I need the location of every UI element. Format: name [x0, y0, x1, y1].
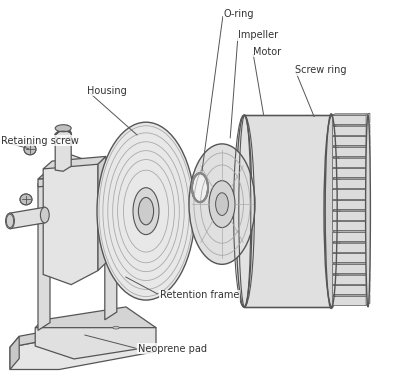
Ellipse shape	[113, 326, 119, 329]
Polygon shape	[332, 296, 366, 305]
Polygon shape	[366, 145, 370, 156]
Polygon shape	[332, 126, 366, 135]
Polygon shape	[332, 264, 366, 273]
Polygon shape	[332, 220, 370, 221]
Polygon shape	[366, 177, 370, 188]
Polygon shape	[332, 232, 366, 241]
Text: Housing: Housing	[87, 86, 127, 96]
Polygon shape	[366, 188, 370, 199]
Polygon shape	[332, 190, 366, 199]
Ellipse shape	[66, 343, 74, 346]
Polygon shape	[105, 173, 117, 320]
Polygon shape	[332, 273, 370, 274]
Polygon shape	[366, 156, 370, 167]
Polygon shape	[10, 207, 45, 229]
Polygon shape	[332, 262, 370, 264]
Polygon shape	[332, 274, 366, 284]
Polygon shape	[366, 209, 370, 220]
Ellipse shape	[216, 193, 228, 215]
Polygon shape	[35, 315, 156, 359]
Polygon shape	[332, 294, 370, 296]
Polygon shape	[332, 135, 370, 136]
Ellipse shape	[133, 188, 159, 235]
Polygon shape	[98, 156, 106, 271]
Ellipse shape	[366, 115, 370, 307]
Polygon shape	[10, 329, 154, 369]
Polygon shape	[332, 167, 370, 168]
Polygon shape	[244, 115, 332, 307]
Polygon shape	[366, 199, 370, 209]
Text: Retention frame: Retention frame	[160, 290, 239, 300]
Polygon shape	[366, 124, 370, 135]
Polygon shape	[332, 285, 366, 294]
Ellipse shape	[6, 213, 14, 229]
Polygon shape	[332, 113, 370, 115]
Ellipse shape	[24, 144, 36, 155]
Ellipse shape	[40, 207, 49, 223]
Polygon shape	[366, 284, 370, 294]
Polygon shape	[366, 273, 370, 284]
Polygon shape	[332, 158, 366, 167]
Polygon shape	[332, 124, 370, 126]
Polygon shape	[38, 171, 117, 187]
Ellipse shape	[97, 122, 195, 300]
Polygon shape	[332, 221, 366, 230]
Text: Neoprene pad: Neoprene pad	[138, 344, 207, 354]
Polygon shape	[38, 171, 58, 184]
Polygon shape	[332, 115, 366, 124]
Polygon shape	[332, 177, 370, 179]
Polygon shape	[366, 241, 370, 252]
Polygon shape	[332, 284, 370, 285]
Polygon shape	[35, 307, 156, 328]
Ellipse shape	[120, 335, 128, 339]
Polygon shape	[332, 241, 370, 243]
Polygon shape	[332, 209, 370, 211]
Ellipse shape	[55, 125, 71, 132]
Polygon shape	[332, 179, 366, 188]
Polygon shape	[366, 252, 370, 262]
Ellipse shape	[68, 179, 74, 182]
Polygon shape	[332, 252, 370, 253]
Polygon shape	[10, 318, 154, 347]
Polygon shape	[43, 156, 106, 169]
Polygon shape	[332, 168, 366, 177]
Ellipse shape	[209, 181, 235, 228]
Ellipse shape	[324, 115, 340, 307]
Polygon shape	[366, 294, 370, 305]
Polygon shape	[332, 243, 366, 252]
Polygon shape	[55, 128, 71, 171]
Polygon shape	[55, 125, 71, 135]
Polygon shape	[332, 199, 370, 200]
Polygon shape	[10, 336, 19, 369]
Polygon shape	[366, 167, 370, 177]
Text: Motor: Motor	[253, 47, 281, 57]
Text: Screw ring: Screw ring	[295, 65, 347, 75]
Polygon shape	[332, 147, 366, 156]
Polygon shape	[366, 135, 370, 145]
Polygon shape	[332, 156, 370, 158]
Polygon shape	[366, 113, 370, 124]
Polygon shape	[332, 231, 370, 232]
Ellipse shape	[20, 194, 32, 205]
Text: O-ring: O-ring	[223, 9, 254, 19]
Polygon shape	[366, 262, 370, 273]
Polygon shape	[38, 165, 125, 179]
Polygon shape	[332, 136, 366, 145]
Polygon shape	[332, 211, 366, 220]
Text: Impeller: Impeller	[238, 30, 278, 40]
Polygon shape	[105, 168, 125, 181]
Polygon shape	[332, 145, 370, 147]
Ellipse shape	[138, 197, 154, 225]
Polygon shape	[332, 253, 366, 262]
Polygon shape	[43, 154, 98, 285]
Ellipse shape	[236, 115, 252, 307]
Polygon shape	[332, 200, 366, 209]
Text: Retaining screw: Retaining screw	[1, 136, 79, 146]
Ellipse shape	[189, 144, 255, 264]
Polygon shape	[38, 177, 50, 330]
Ellipse shape	[192, 173, 208, 202]
Polygon shape	[366, 220, 370, 230]
Polygon shape	[366, 231, 370, 241]
Polygon shape	[332, 188, 370, 190]
